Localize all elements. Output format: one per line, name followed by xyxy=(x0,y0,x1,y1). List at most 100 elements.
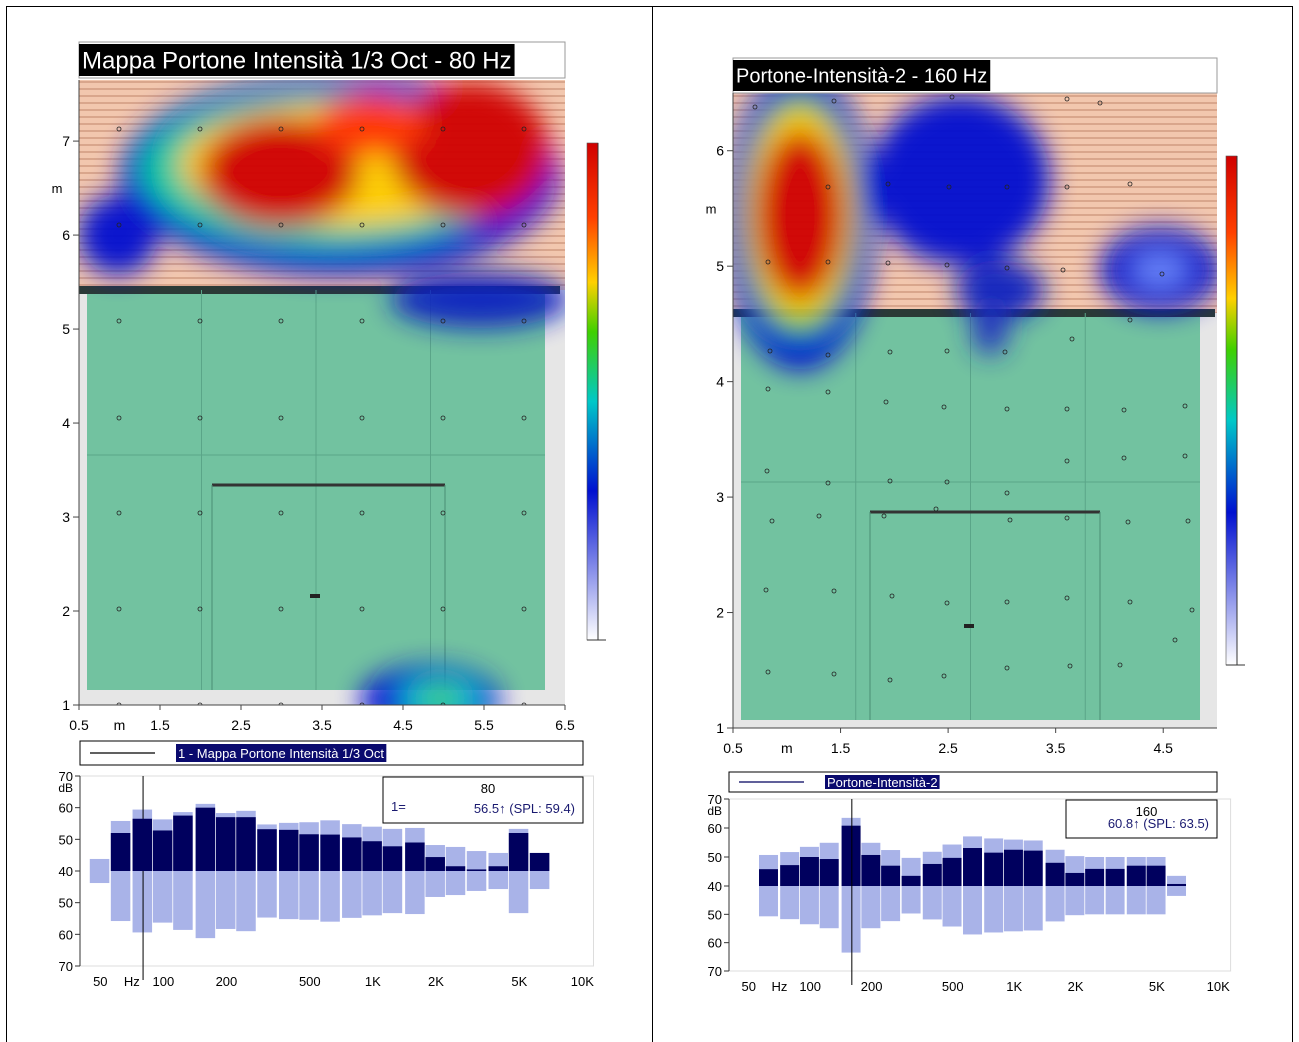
spl-bar-lower xyxy=(110,871,131,922)
measure-point xyxy=(767,348,773,354)
measure-point xyxy=(1064,595,1070,601)
measure-point xyxy=(440,606,446,612)
measure-point xyxy=(1097,100,1103,106)
intensity-bar xyxy=(861,854,881,886)
measure-point xyxy=(197,702,203,705)
measure-point xyxy=(359,318,365,324)
measure-point xyxy=(1182,403,1188,409)
measure-point xyxy=(1117,662,1123,668)
measure-point xyxy=(946,184,952,190)
x-tick-label: 4.5 xyxy=(393,717,413,733)
measure-point xyxy=(359,606,365,612)
map-image xyxy=(79,80,565,705)
measure-point xyxy=(197,126,203,132)
x-tick-label: 100 xyxy=(153,974,175,989)
y2-tick-label: 50 xyxy=(708,907,722,922)
y-tick-label: 5 xyxy=(62,321,70,337)
measure-point xyxy=(197,510,203,516)
intensity-bar xyxy=(320,834,340,871)
readout-box xyxy=(1065,799,1218,839)
measure-point xyxy=(887,349,893,355)
measure-point xyxy=(825,480,831,486)
spl-bar-lower xyxy=(382,871,403,914)
spl-bar-lower xyxy=(342,871,362,918)
x-tick-label: 500 xyxy=(942,979,964,994)
measure-point xyxy=(1004,490,1010,496)
measure-point xyxy=(521,126,527,132)
spl-bar-lower xyxy=(195,871,216,939)
y-tick-label: 40 xyxy=(59,864,73,879)
spl-bar-lower xyxy=(299,871,319,920)
measure-point xyxy=(1004,184,1010,190)
measure-point xyxy=(1069,336,1075,342)
x-tick-label: 4.5 xyxy=(1153,740,1173,756)
x-tick-label: 5K xyxy=(511,974,527,989)
intensity-bar xyxy=(1003,849,1023,886)
spl-bar-lower xyxy=(1003,886,1023,932)
x-tick-label: 2K xyxy=(1068,979,1084,994)
y2-tick-label: 60 xyxy=(708,936,722,951)
y2-tick-label: 50 xyxy=(59,896,73,911)
measure-point xyxy=(359,126,365,132)
measure-point xyxy=(1060,267,1066,273)
measure-point xyxy=(278,126,284,132)
measure-point xyxy=(1064,458,1070,464)
spl-bar-lower xyxy=(152,871,173,923)
measure-point xyxy=(933,506,939,512)
measure-point xyxy=(887,478,893,484)
measure-point xyxy=(831,588,837,594)
measure-point xyxy=(1007,517,1013,523)
measure-point xyxy=(1121,407,1127,413)
intensity-bar xyxy=(529,852,550,871)
measure-point xyxy=(197,415,203,421)
intensity-bar xyxy=(215,817,236,871)
measure-point xyxy=(1127,317,1133,323)
intensity-bar xyxy=(819,859,839,886)
intensity-bar xyxy=(1023,850,1043,886)
intensity-bar xyxy=(132,818,153,871)
measure-point xyxy=(116,415,122,421)
intensity-bar xyxy=(1085,868,1105,886)
measure-point xyxy=(944,348,950,354)
title-bg xyxy=(733,60,991,91)
measure-point xyxy=(1004,599,1010,605)
map-title: Mappa Portone Intensità 1/3 Oct - 80 Hz xyxy=(82,48,512,75)
y-tick-label: 6 xyxy=(62,227,70,243)
spl-bar xyxy=(466,851,487,871)
measure-point xyxy=(440,415,446,421)
intensity-bar xyxy=(382,846,403,871)
intensity-bar xyxy=(780,865,800,886)
spl-bar-lower xyxy=(841,886,861,953)
spl-bar xyxy=(445,846,466,871)
measure-point xyxy=(825,184,831,190)
y-tick-label: 3 xyxy=(716,489,724,505)
intensity-bar xyxy=(1065,872,1085,886)
measure-point xyxy=(944,600,950,606)
readout-frequency: 80 xyxy=(481,781,495,796)
panel-frame xyxy=(6,6,1293,1042)
spl-bar-lower xyxy=(257,871,277,918)
spl-bar-lower xyxy=(759,886,778,917)
intensity-bar xyxy=(342,837,362,871)
measure-point xyxy=(752,104,758,110)
y-tick-label: 6 xyxy=(716,143,724,159)
y-tick-label: 4 xyxy=(62,415,70,431)
y-tick-label: 1 xyxy=(62,697,70,713)
color-scale xyxy=(586,142,599,641)
measure-point xyxy=(765,669,771,675)
x-tick-label: 2K xyxy=(428,974,444,989)
x-axis-unit: Hz xyxy=(772,979,788,994)
measure-point xyxy=(521,318,527,324)
measure-point xyxy=(765,259,771,265)
readout-label: 1= xyxy=(391,799,406,814)
measure-point xyxy=(769,518,775,524)
heat-blob xyxy=(79,195,158,275)
title-bg xyxy=(79,44,515,76)
measure-point xyxy=(278,415,284,421)
x-tick-label: 5K xyxy=(1149,979,1165,994)
intensity-bar xyxy=(195,807,216,871)
spl-bar-lower xyxy=(819,886,839,929)
measure-point xyxy=(359,702,365,705)
y-tick-label: 70 xyxy=(59,769,73,784)
intensity-bar xyxy=(881,865,901,886)
